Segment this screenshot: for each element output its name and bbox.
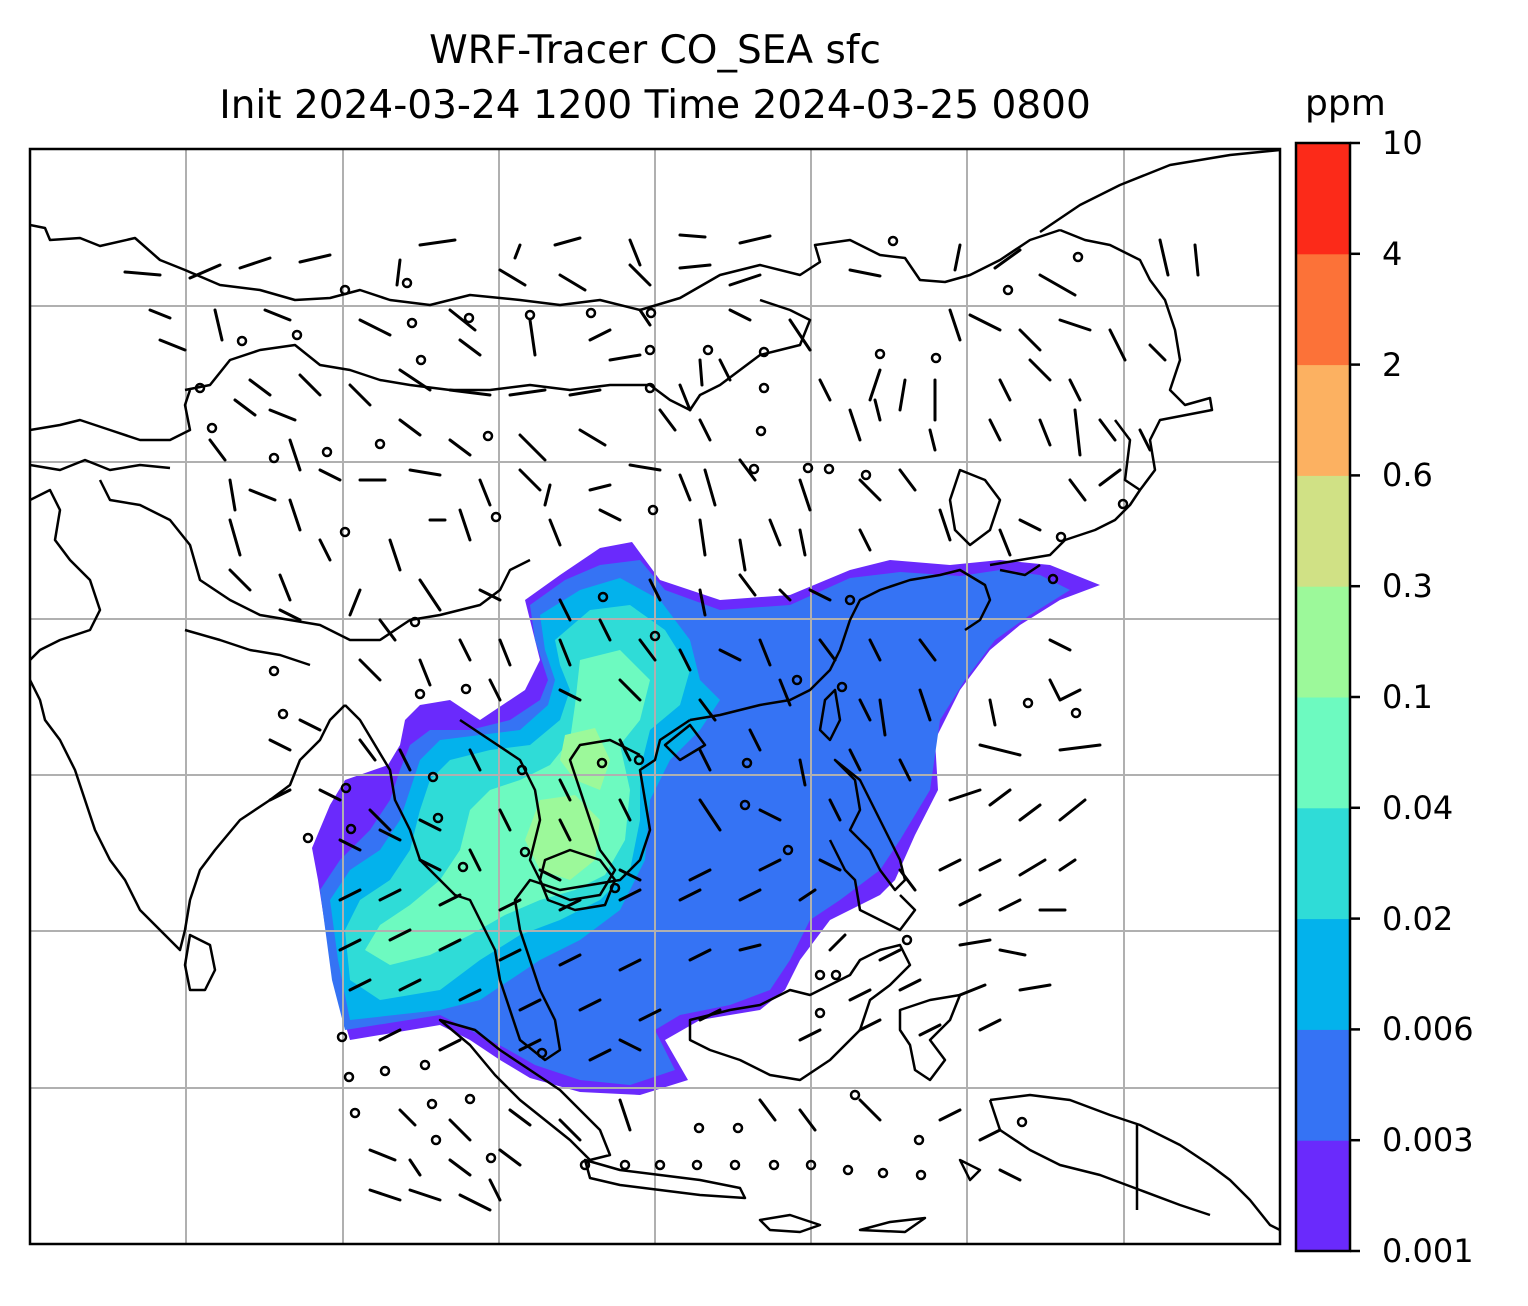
- colorbar-tick-label: 0.001: [1382, 1232, 1474, 1270]
- colorbar-tick-label: 0.02: [1382, 899, 1454, 938]
- colorbar: [1294, 141, 1360, 1253]
- map-panel: [30, 149, 1280, 1244]
- calm-wind-markers: [194, 235, 1129, 1181]
- colorbar-segment: [1296, 918, 1350, 1030]
- colorbar-tick-label: 0.1: [1382, 678, 1433, 716]
- colorbar-segment: [1296, 253, 1350, 366]
- colorbar-segment: [1296, 586, 1350, 698]
- colorbar-tick-label: 4: [1382, 234, 1403, 273]
- colorbar-tick-label: 0.003: [1382, 1121, 1474, 1160]
- colorbar-segment: [1296, 143, 1350, 255]
- tracer-level-0.1b: [525, 795, 600, 880]
- colorbar-segment: [1296, 807, 1350, 920]
- tracer-field: [312, 542, 1100, 1095]
- colorbar-tick-label: 2: [1382, 345, 1403, 384]
- map-frame: [28, 147, 1282, 1246]
- colorbar-segment: [1296, 1140, 1350, 1252]
- colorbar-units: ppm: [1305, 83, 1386, 124]
- colorbar-segment: [1296, 364, 1350, 476]
- map-subtitle: Init 2024-03-24 1200 Time 2024-03-25 080…: [219, 83, 1091, 128]
- map-title: WRF-Tracer CO_SEA sfc: [429, 28, 881, 73]
- coastlines: [30, 149, 1280, 1234]
- wind-barbs: [123, 233, 1200, 1212]
- map-gridlines: [30, 149, 1280, 1244]
- colorbar-segment: [1296, 475, 1350, 587]
- colorbar-tick-label: 0.006: [1382, 1010, 1474, 1049]
- colorbar-segment: [1296, 697, 1350, 809]
- colorbar-tick-label: 10: [1382, 124, 1423, 162]
- colorbar-tick-label: 0.6: [1382, 456, 1433, 495]
- colorbar-tick-label: 0.3: [1382, 567, 1433, 606]
- colorbar-segment: [1296, 1029, 1350, 1141]
- colorbar-tick-label: 0.04: [1382, 788, 1454, 827]
